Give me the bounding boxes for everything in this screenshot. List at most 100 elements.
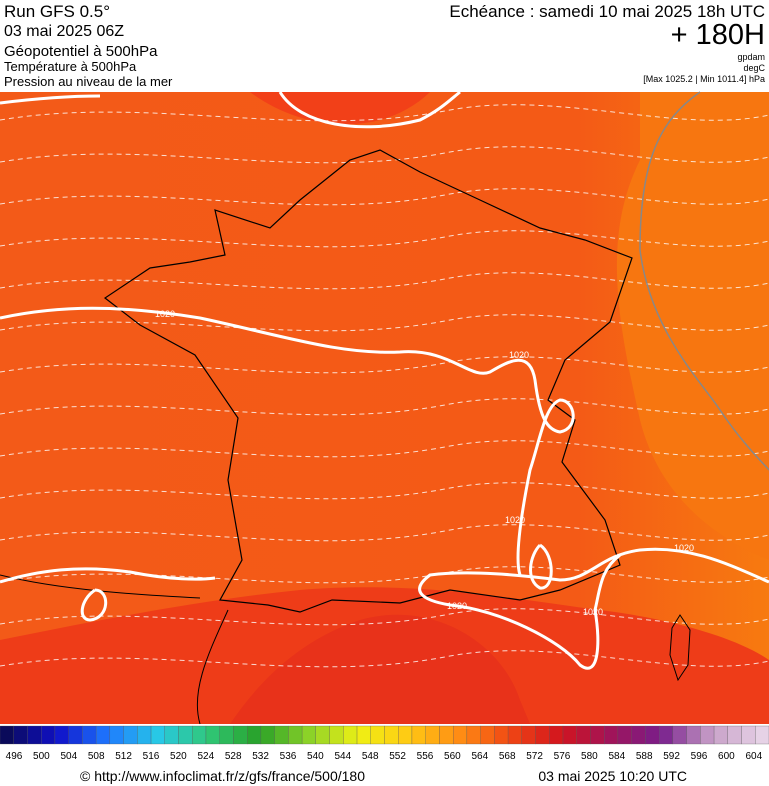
color-cell <box>288 725 303 745</box>
color-cell <box>219 725 234 745</box>
color-cell <box>192 725 207 745</box>
color-cell <box>727 725 742 745</box>
warm-zone <box>230 614 530 724</box>
isobar <box>0 90 461 129</box>
colorbar-label: 500 <box>33 751 50 762</box>
isobar-label: 1020 <box>509 350 529 360</box>
isobar-label: 1020 <box>583 607 603 617</box>
color-cell <box>274 725 289 745</box>
header: Run GFS 0.5° 03 mai 2025 06Z Géopotentie… <box>4 2 766 89</box>
colorbar-label: 560 <box>444 751 461 762</box>
isotherm <box>0 314 769 332</box>
color-cell <box>27 725 42 745</box>
color-cell <box>713 725 728 745</box>
colorbar-label: 540 <box>307 751 324 762</box>
isobar-label: 1020 <box>505 515 525 525</box>
color-cell <box>247 725 262 745</box>
color-cell <box>178 725 193 745</box>
isobar <box>0 567 216 622</box>
field: Température à 500hPa <box>4 59 137 74</box>
isotherm <box>0 230 769 248</box>
color-cell <box>466 725 481 745</box>
cool-zone <box>616 92 769 560</box>
warm-zone <box>0 92 430 125</box>
color-cell <box>205 725 220 745</box>
color-cell <box>150 725 165 745</box>
color-cell <box>604 725 619 745</box>
isotherms <box>0 104 769 668</box>
pressure-range: [Max 1025.2 | Min 1011.4] hPa <box>643 74 765 84</box>
color-cell <box>329 725 344 745</box>
color-cell <box>0 725 14 745</box>
colorbar-label: 584 <box>608 751 625 762</box>
colorbar-label: 556 <box>417 751 434 762</box>
unit: gpdam <box>737 52 765 62</box>
color-cell <box>453 725 468 745</box>
color-cell <box>41 725 56 745</box>
color-cell <box>741 725 756 745</box>
color-cell <box>137 725 152 745</box>
color-cell <box>631 725 646 745</box>
color-cell <box>301 725 316 745</box>
colorbar-label: 548 <box>362 751 379 762</box>
color-cell <box>507 725 522 745</box>
color-cell <box>13 725 28 745</box>
colorbar-label: 516 <box>143 751 160 762</box>
isobar-label: 1020 <box>155 309 175 319</box>
color-cell <box>658 725 674 745</box>
colorbar-label: 580 <box>581 751 598 762</box>
isotherm <box>0 188 769 206</box>
colorbar-label: 508 <box>88 751 105 762</box>
isotherm <box>0 398 769 416</box>
echeance: Echéance : samedi 10 mai 2025 18h UTC <box>449 2 765 21</box>
isobar-label: 1020 <box>447 601 467 611</box>
france-border <box>103 149 633 613</box>
color-cell <box>480 725 495 745</box>
color-cell <box>755 725 769 745</box>
color-cell <box>315 725 330 745</box>
isotherm <box>0 146 769 164</box>
map: 1020 1020 1020 1020 1020 1020 <box>0 90 769 725</box>
colorbar-label: 512 <box>115 751 132 762</box>
color-cell <box>535 725 550 745</box>
color-cell <box>343 725 358 745</box>
colorbar-label: 544 <box>334 751 351 762</box>
color-cell <box>645 725 660 745</box>
color-cell <box>590 725 605 745</box>
lead-time: + 180H <box>671 19 765 51</box>
isobars <box>0 90 769 670</box>
colorbar-label: 536 <box>280 751 297 762</box>
colorbar-label: 496 <box>6 751 23 762</box>
colorbar-label: 520 <box>170 751 187 762</box>
color-cell <box>233 725 248 745</box>
isobar <box>529 543 553 590</box>
color-cell <box>439 725 454 745</box>
isobar-labels: 1020 1020 1020 1020 1020 1020 <box>155 309 694 617</box>
color-cell <box>494 725 509 745</box>
run: Run GFS 0.5° <box>4 2 110 21</box>
border-line <box>639 91 769 471</box>
colorbar-label: 528 <box>225 751 242 762</box>
color-cell <box>672 725 687 745</box>
color-cell <box>686 725 701 745</box>
color-cell <box>370 725 385 745</box>
color-cell <box>617 725 632 745</box>
isotherm <box>0 524 769 542</box>
color-cell <box>521 725 536 745</box>
colorbar-label: 532 <box>252 751 269 762</box>
color-cell <box>425 725 440 745</box>
color-cell <box>411 725 426 745</box>
isotherm <box>0 608 769 626</box>
field: Géopotentiel à 500hPa <box>4 43 158 60</box>
color-cell <box>109 725 124 745</box>
colorbar-label: 504 <box>60 751 77 762</box>
color-cell <box>260 725 275 745</box>
isotherm <box>0 482 769 500</box>
color-cell <box>356 725 371 745</box>
colorbar-label: 576 <box>554 751 571 762</box>
color-cell <box>95 725 111 745</box>
field: Pression au niveau de la mer <box>4 74 173 89</box>
colorbar-label: 592 <box>663 751 680 762</box>
colorbar-label: 604 <box>745 751 762 762</box>
